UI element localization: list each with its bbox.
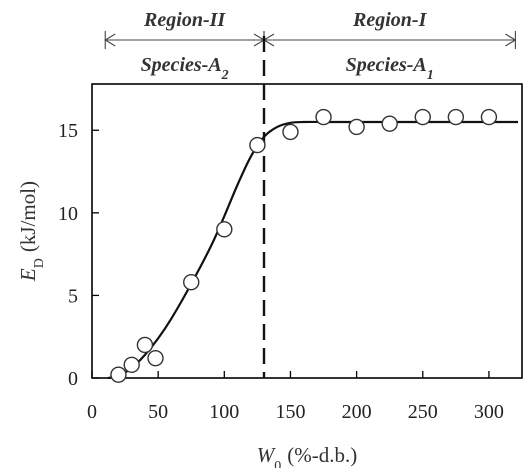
x-tick-label: 300 [474, 401, 504, 423]
region-name: Region-I [352, 9, 428, 31]
plot-frame [91, 83, 523, 379]
axis-ticks: 0 50 100 150 200 250 300 0 5 10 15 [58, 120, 504, 423]
data-point [183, 274, 200, 291]
y-axis-label: ED(kJ/mol) [16, 181, 47, 282]
x-tick-label: 200 [342, 401, 372, 423]
data-point [216, 221, 233, 238]
y-tick-label: 15 [58, 120, 78, 142]
data-point [480, 108, 498, 126]
data-point [110, 366, 127, 383]
y-tick-label: 10 [58, 203, 78, 225]
data-point [348, 118, 365, 136]
data-point [447, 108, 465, 126]
fit-curve [107, 120, 519, 380]
y-tick-label: 0 [68, 368, 78, 390]
data-point [315, 108, 332, 126]
x-axis-label: W0 (%-d.b.) [257, 443, 357, 468]
data-point [136, 336, 154, 354]
data-point [414, 108, 431, 126]
data-point [381, 115, 398, 132]
x-tick-label: 50 [148, 401, 168, 423]
data-point [123, 356, 140, 373]
y-tick-label: 5 [68, 285, 78, 307]
x-tick-label: 100 [209, 401, 239, 423]
axis-labels: W0 (%-d.b.) ED(kJ/mol) [16, 181, 357, 468]
x-tick-label: 150 [275, 401, 305, 423]
region-species: Species-A2 [141, 54, 229, 83]
regions-header: Region-II Species-A2 Region-I Species-A1 [104, 9, 517, 83]
region-name: Region-II [143, 9, 226, 31]
fit-curve-layer [107, 120, 519, 380]
data-point [147, 349, 164, 367]
data-points [110, 108, 498, 383]
x-tick-label: 250 [408, 401, 438, 423]
region-species: Species-A1 [346, 54, 434, 83]
data-point [249, 136, 266, 154]
data-point [282, 123, 299, 141]
x-tick-label: 0 [87, 401, 97, 423]
